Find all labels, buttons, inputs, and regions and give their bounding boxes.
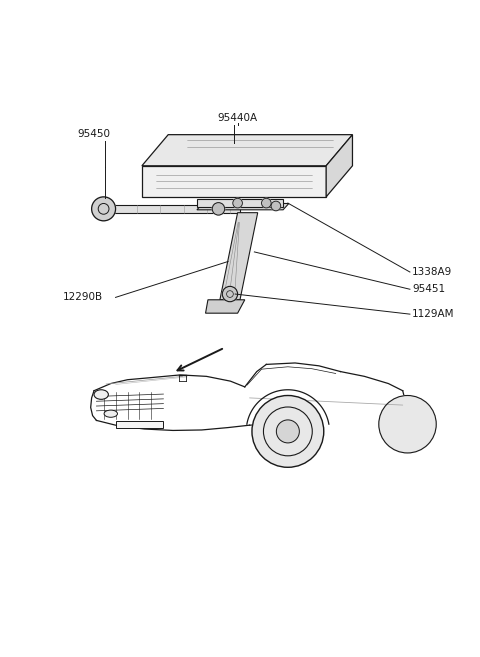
Text: 95440A: 95440A [217, 113, 258, 123]
Polygon shape [142, 166, 326, 197]
Text: 1338A9: 1338A9 [412, 267, 453, 277]
Circle shape [212, 202, 225, 215]
Polygon shape [326, 135, 352, 197]
Ellipse shape [94, 390, 108, 399]
Circle shape [276, 420, 300, 443]
Polygon shape [197, 204, 289, 210]
Circle shape [252, 396, 324, 467]
Bar [116, 421, 163, 428]
Ellipse shape [104, 410, 118, 417]
Text: 95451: 95451 [412, 284, 445, 294]
Circle shape [379, 396, 436, 453]
Text: 95450: 95450 [78, 129, 110, 139]
Circle shape [92, 197, 116, 221]
Circle shape [233, 198, 242, 208]
Polygon shape [205, 300, 245, 313]
Circle shape [271, 201, 281, 211]
Circle shape [262, 198, 271, 208]
Polygon shape [104, 205, 240, 213]
Circle shape [222, 286, 238, 302]
Text: 1129AM: 1129AM [412, 309, 455, 319]
Text: 12290B: 12290B [63, 292, 103, 302]
Polygon shape [197, 199, 283, 207]
Polygon shape [220, 213, 258, 300]
Polygon shape [142, 135, 352, 166]
